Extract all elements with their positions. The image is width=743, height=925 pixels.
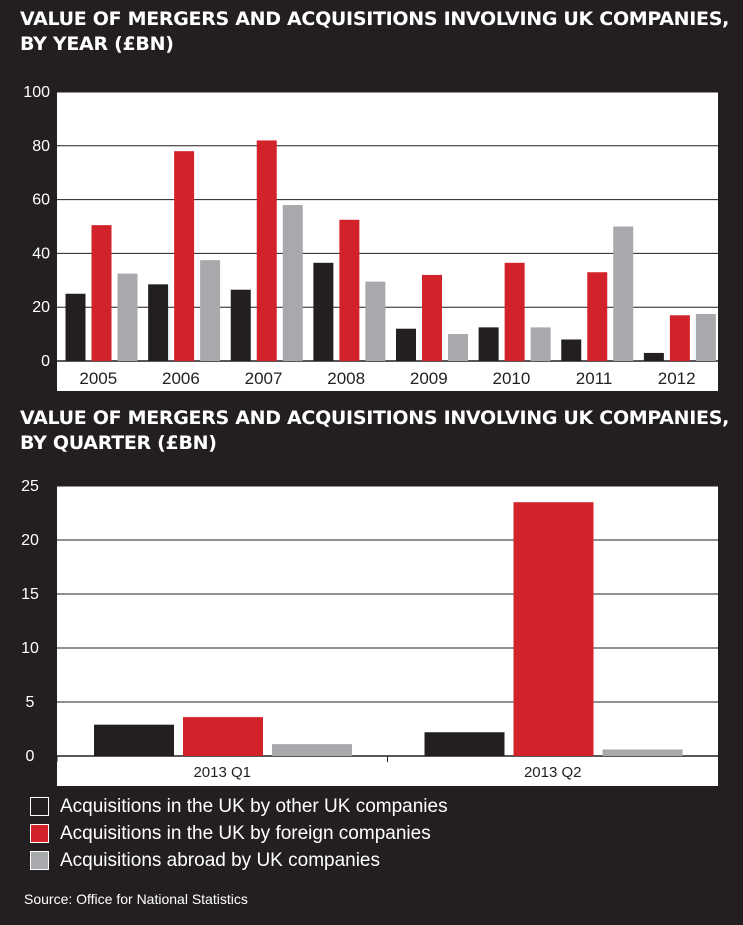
- legend-swatch: [30, 851, 49, 870]
- bar: [230, 289, 251, 361]
- y-tick-label: 80: [32, 138, 50, 155]
- bar: [504, 262, 525, 361]
- bar: [174, 151, 195, 361]
- bar: [91, 225, 112, 361]
- legend-label: Acquisitions abroad by UK companies: [60, 849, 381, 871]
- chart-title-by-year: VALUE OF MERGERS AND ACQUISITIONS INVOLV…: [20, 7, 729, 57]
- x-tick-label: 2012: [658, 369, 696, 388]
- y-tick-label: 100: [23, 84, 50, 101]
- x-tick-label: 2013 Q1: [193, 764, 251, 781]
- bar: [424, 732, 505, 756]
- bar: [561, 339, 582, 361]
- y-tick-label: 10: [21, 640, 39, 657]
- bar: [339, 219, 360, 361]
- bar: [643, 352, 664, 361]
- x-tick-label: 2007: [245, 369, 283, 388]
- chart-title-line-1: VALUE OF MERGERS AND ACQUISITIONS INVOLV…: [20, 407, 730, 429]
- y-tick-label: 0: [41, 353, 50, 370]
- bar: [396, 328, 416, 361]
- plot-area: [57, 486, 718, 756]
- legend-item-abroad: Acquisitions abroad by UK companies: [30, 847, 448, 874]
- chart-title-line-1: VALUE OF MERGERS AND ACQUISITIONS INVOLV…: [20, 8, 730, 30]
- x-tick-label: 2005: [79, 369, 117, 388]
- y-tick-label: 20: [21, 532, 39, 549]
- y-tick-label: 15: [21, 586, 39, 603]
- bar: [669, 315, 690, 361]
- legend-label: Acquisitions in the UK by other UK compa…: [60, 795, 448, 817]
- y-tick-label: 5: [26, 694, 35, 711]
- bar: [478, 327, 499, 361]
- x-tick-label: 2013 Q2: [524, 764, 582, 781]
- bar: [365, 281, 386, 361]
- yearly-bar-chart: 0 20 40 60 80 100 2005 2006 2007 2008 2009 2010 2011…: [23, 84, 718, 391]
- legend: Acquisitions in the UK by other UK compa…: [30, 793, 448, 874]
- x-tick-label: 2009: [410, 369, 448, 388]
- category-band: [57, 361, 718, 391]
- x-tick-label: 2011: [576, 369, 613, 388]
- chart-title-line-2: BY YEAR (£BN): [20, 33, 174, 55]
- bar: [200, 260, 221, 361]
- x-tick-label: 2010: [493, 369, 531, 388]
- chart-title-by-quarter: VALUE OF MERGERS AND ACQUISITIONS INVOLV…: [20, 406, 729, 456]
- x-tick-label: 2006: [162, 369, 200, 388]
- bar: [65, 293, 86, 361]
- bar: [313, 262, 334, 361]
- y-tick-label: 0: [26, 748, 35, 765]
- quarterly-bar-chart: 0 5 10 15 20 25 2013 Q1 2013 Q2: [21, 478, 718, 786]
- legend-label: Acquisitions in the UK by foreign compan…: [60, 822, 431, 844]
- source-note: Source: Office for National Statistics: [24, 891, 248, 907]
- bar: [613, 226, 634, 361]
- bar: [256, 140, 277, 361]
- y-tick-label: 20: [32, 299, 50, 316]
- x-tick-label: 2008: [327, 369, 365, 388]
- legend-item-foreign: Acquisitions in the UK by foreign compan…: [30, 820, 448, 847]
- bar: [695, 313, 716, 361]
- bar: [422, 274, 442, 361]
- bar: [117, 273, 138, 361]
- bar: [530, 327, 551, 361]
- bar: [513, 502, 594, 756]
- bar: [272, 744, 352, 756]
- bar: [282, 204, 303, 361]
- bar: [587, 272, 608, 361]
- legend-swatch: [30, 797, 49, 816]
- chart-title-line-2: BY QUARTER (£BN): [20, 432, 217, 454]
- bar: [183, 717, 263, 756]
- bar: [94, 724, 174, 756]
- legend-item-other-uk: Acquisitions in the UK by other UK compa…: [30, 793, 448, 820]
- y-tick-label: 60: [32, 192, 50, 209]
- bar: [448, 334, 468, 361]
- bar: [602, 749, 683, 756]
- bar: [148, 284, 169, 361]
- y-tick-label: 25: [21, 478, 39, 495]
- legend-swatch: [30, 824, 49, 843]
- y-tick-label: 40: [32, 245, 50, 262]
